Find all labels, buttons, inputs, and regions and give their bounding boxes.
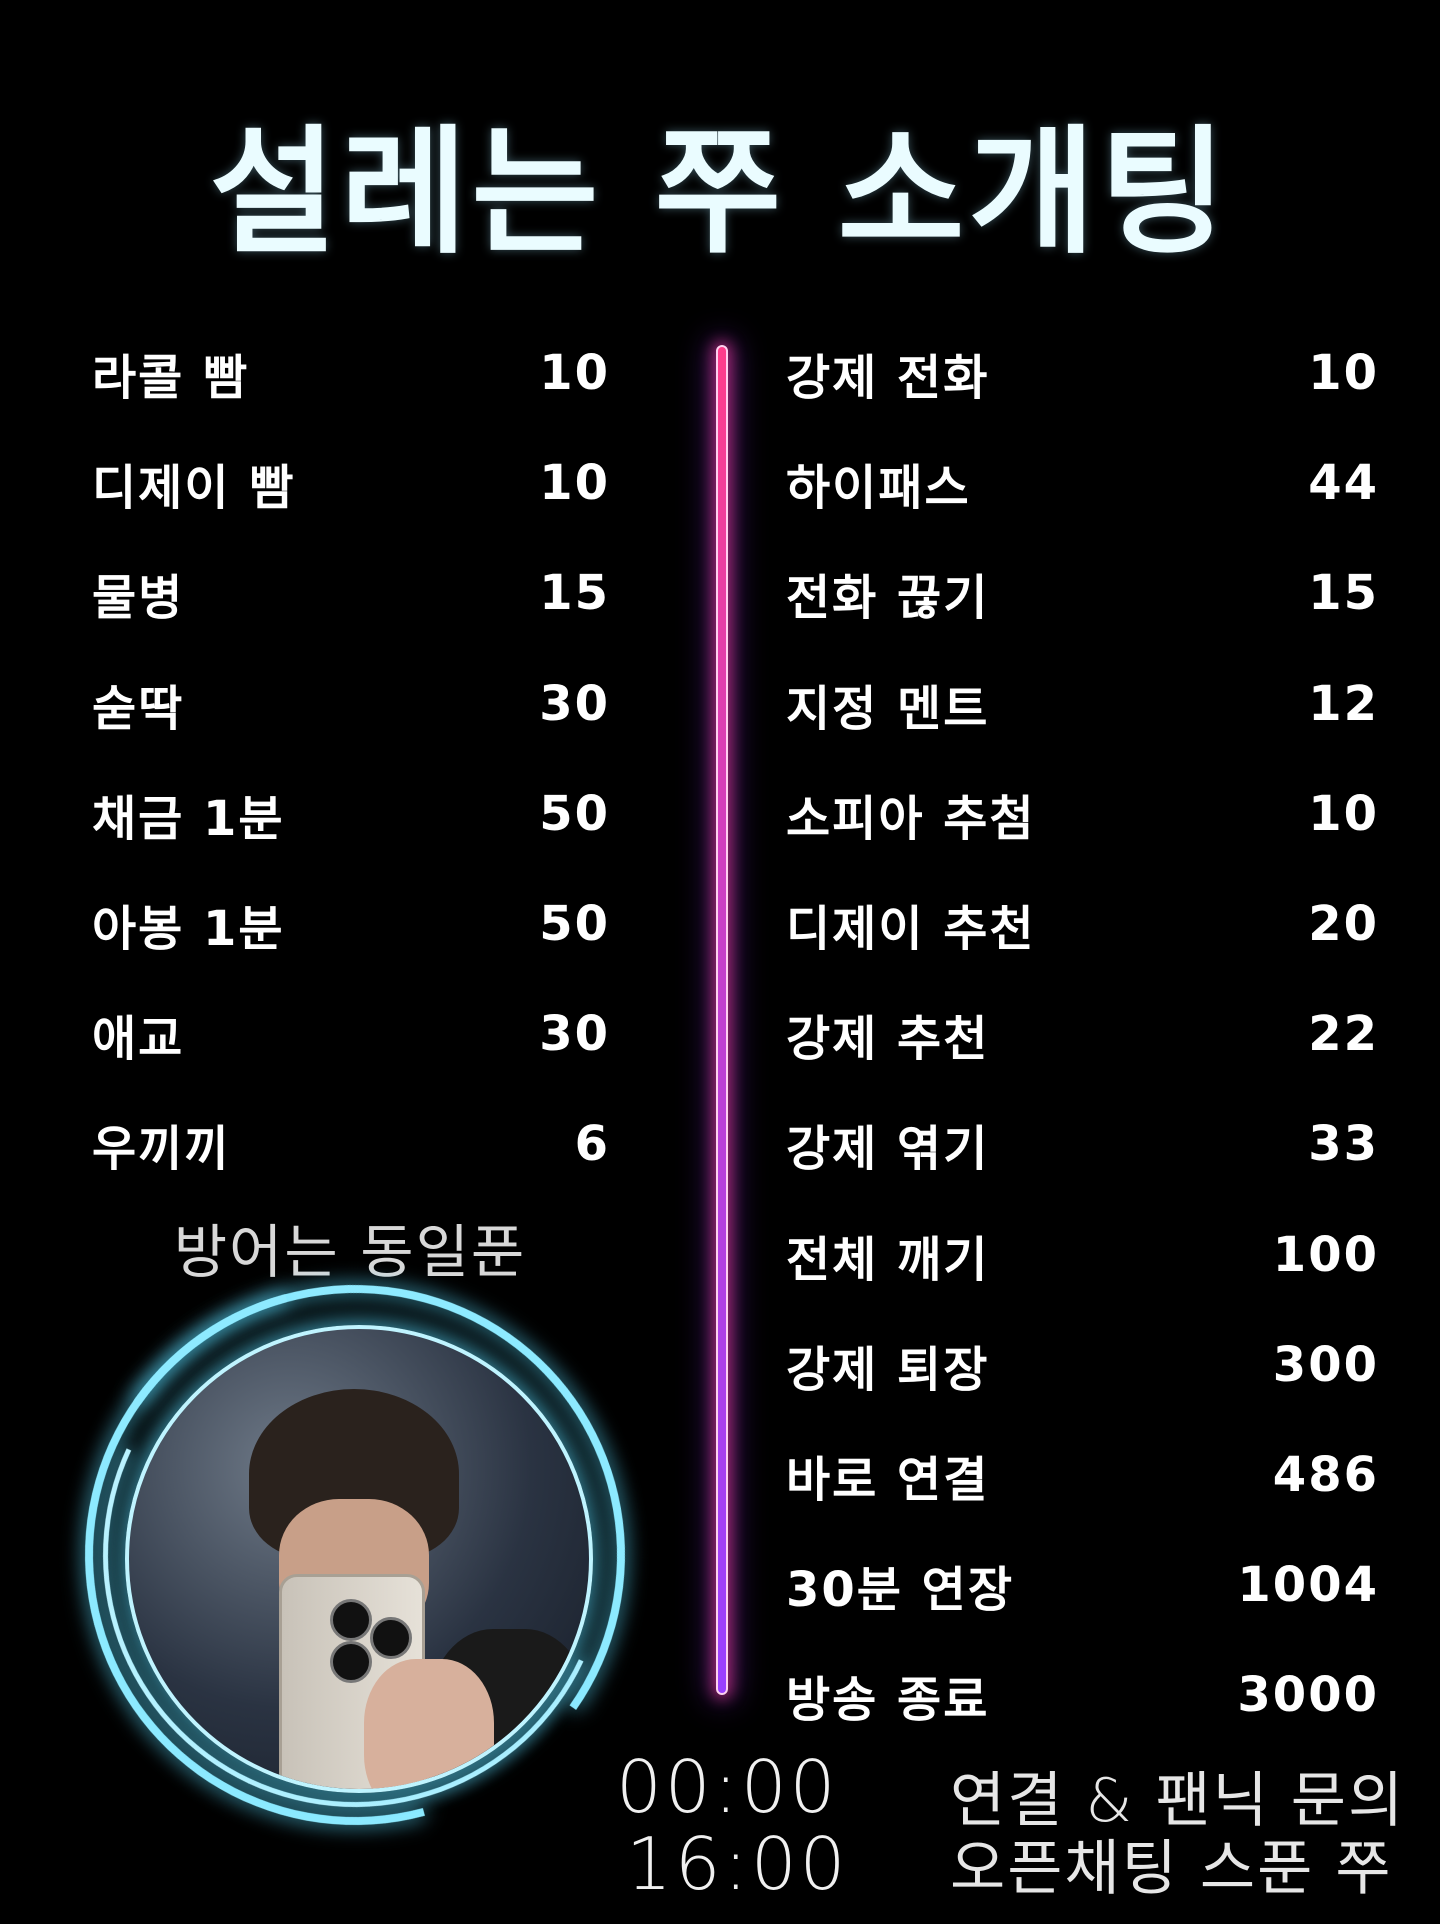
- item-label: 강제 엮기: [786, 1121, 990, 1178]
- price-row: 디제이 빰 10: [92, 453, 610, 516]
- price-row: 물병 15: [92, 563, 610, 626]
- price-row: 지정 멘트 12: [786, 674, 1379, 737]
- item-price: 30: [539, 675, 610, 732]
- price-row: 전체 깨기 100: [786, 1225, 1379, 1288]
- page-title: 설레는 쭈 소개팅: [209, 112, 1231, 273]
- price-row: 강제 추천 22: [786, 1004, 1379, 1067]
- contact-line-1: 연결 & 팬닉 문의: [950, 1766, 1406, 1836]
- schedule-start: 00:00: [616, 1745, 839, 1829]
- price-row: 채금 1분 50: [92, 784, 610, 847]
- item-label: 방송 종료: [786, 1672, 990, 1729]
- price-row: 소피아 추첨 10: [786, 784, 1379, 847]
- price-row: 바로 연결 486: [786, 1445, 1379, 1508]
- item-price: 15: [1308, 565, 1379, 622]
- item-price: 10: [539, 455, 610, 512]
- item-label: 전화 끊기: [786, 570, 990, 627]
- item-label: 하이패스: [786, 460, 971, 517]
- price-row: 디제이 추천 20: [786, 894, 1379, 957]
- price-row: 30분 연장 1004: [786, 1555, 1379, 1618]
- profile-photo: [125, 1325, 593, 1793]
- item-price: 6: [574, 1116, 610, 1173]
- price-row: 전화 끊기 15: [786, 563, 1379, 626]
- price-row: 강제 퇴장 300: [786, 1335, 1379, 1398]
- price-row: 강제 전화 10: [786, 343, 1379, 406]
- item-label: 강제 퇴장: [786, 1341, 990, 1398]
- item-label: 강제 전화: [786, 350, 990, 406]
- item-label: 숟딱: [92, 680, 185, 737]
- item-price: 44: [1308, 455, 1379, 512]
- item-label: 디제이 빰: [92, 460, 296, 517]
- price-row: 우끼끼 6: [92, 1114, 610, 1177]
- item-label: 30분 연장: [786, 1562, 1014, 1619]
- item-price: 15: [539, 565, 610, 622]
- item-label: 강제 추천: [786, 1011, 990, 1068]
- item-price: 3000: [1237, 1667, 1379, 1724]
- neon-divider: [716, 345, 728, 1695]
- item-price: 12: [1308, 675, 1379, 732]
- profile-photo-frame: [0, 1186, 724, 1924]
- item-label: 소피아 추첨: [786, 790, 1036, 847]
- item-label: 라콜 빰: [92, 350, 250, 406]
- item-label: 물병: [92, 570, 185, 627]
- item-price: 10: [539, 345, 610, 401]
- defense-note: 방어는 동일푼: [173, 1218, 527, 1286]
- price-row: 애교 30: [92, 1004, 610, 1067]
- contact-line-2: 오픈채팅 스푼 쭈: [950, 1834, 1393, 1904]
- item-price: 33: [1308, 1116, 1379, 1173]
- item-label: 아봉 1분: [92, 901, 285, 957]
- item-label: 채금 1분: [92, 790, 285, 847]
- item-price: 1004: [1237, 1557, 1379, 1614]
- item-price: 486: [1272, 1447, 1379, 1503]
- price-row: 하이패스 44: [786, 453, 1379, 516]
- price-row: 아봉 1분 50: [92, 894, 610, 957]
- item-label: 우끼끼: [92, 1121, 231, 1178]
- item-price: 50: [539, 896, 610, 952]
- item-price: 300: [1272, 1336, 1379, 1393]
- item-label: 전체 깨기: [786, 1231, 990, 1288]
- item-price: 20: [1308, 896, 1379, 952]
- price-row: 방송 종료 3000: [786, 1665, 1379, 1728]
- item-label: 지정 멘트: [786, 680, 990, 737]
- schedule-end: 16:00: [626, 1822, 849, 1906]
- item-price: 22: [1308, 1006, 1379, 1063]
- item-price: 10: [1308, 785, 1379, 842]
- item-label: 바로 연결: [786, 1452, 990, 1508]
- item-label: 디제이 추천: [786, 901, 1036, 957]
- item-label: 애교: [92, 1011, 185, 1068]
- item-price: 100: [1272, 1226, 1379, 1283]
- item-price: 30: [539, 1006, 610, 1063]
- item-price: 10: [1308, 345, 1379, 401]
- price-row: 라콜 빰 10: [92, 343, 610, 406]
- price-row: 숟딱 30: [92, 674, 610, 737]
- item-price: 50: [539, 785, 610, 842]
- price-row: 강제 엮기 33: [786, 1114, 1379, 1177]
